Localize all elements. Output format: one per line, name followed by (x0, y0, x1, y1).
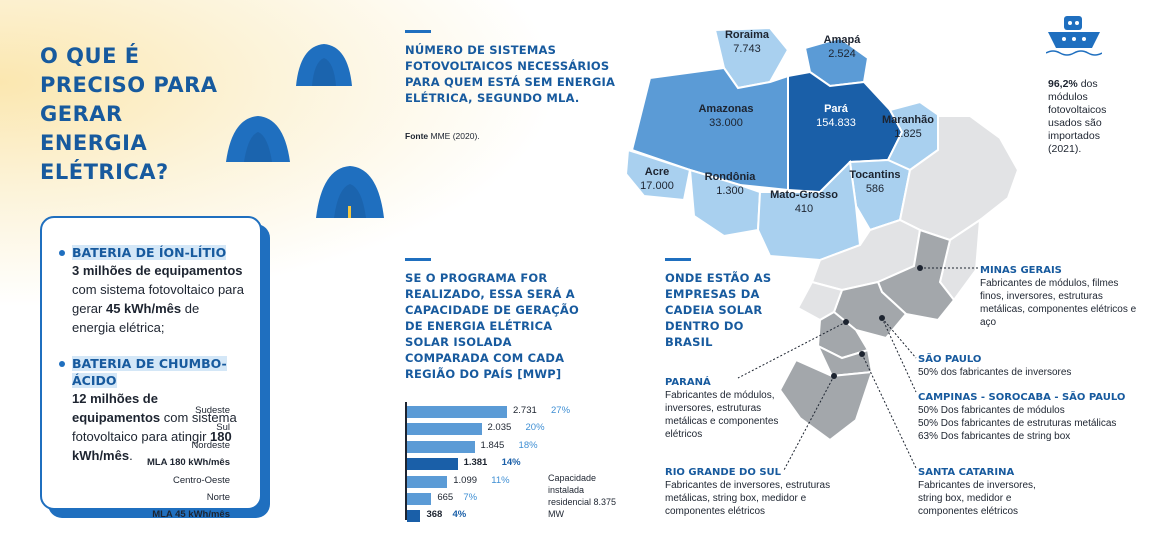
state-label-acre: Acre 17.000 (640, 166, 674, 192)
state-label-mato-grosso: Mato-Grosso 410 (770, 189, 838, 215)
callout-parana: PARANÁ Fabricantes de módulos, inversore… (665, 377, 779, 440)
dome-icon (296, 44, 352, 86)
bar-percent-label: 14% (501, 457, 521, 469)
callout-campinas: CAMPINAS - SOROCABA - SÃO PAULO 50% Dos … (918, 392, 1126, 442)
import-note: 96,2% dos módulos fotovoltaicos usados s… (1048, 78, 1107, 155)
state-label-maranhao: Maranhão 1.825 (882, 114, 934, 140)
callout-santa-catarina: SANTA CATARINA Fabricantes de inversores… (918, 467, 1036, 517)
page-title: O QUE É PRECISO PARA GERAR ENERGIA ELÉTR… (40, 44, 218, 184)
bar (407, 475, 448, 488)
bar-value-label: 368 (426, 509, 443, 521)
bar (407, 493, 432, 505)
lithium-battery-text: 3 milhões de equipamentos com sistema fo… (72, 263, 244, 335)
bar-percent-label: 18% (518, 439, 538, 451)
bar-percent-label: 4% (452, 509, 467, 521)
battery-card: BATERIA DE ÍON-LÍTIO 3 milhões de equipa… (40, 216, 262, 510)
companies-heading: ONDE ESTÃO AS EMPRESAS DA CADEIA SOLAR D… (665, 271, 772, 349)
callout-sao-paulo: SÃO PAULO 50% dos fabricantes de inverso… (918, 354, 1072, 378)
bar-value-label: 1.845 (480, 439, 505, 451)
section-dash (665, 258, 691, 261)
lithium-battery-title: BATERIA DE ÍON-LÍTIO (59, 244, 244, 261)
bar-value-label: 1.099 (453, 474, 478, 486)
dome-icon (226, 116, 290, 162)
brazil-map (624, 26, 1020, 471)
bar-percent-label: 27% (551, 405, 571, 416)
state-label-tocantins: Tocantins 586 (849, 169, 901, 195)
state-label-amazonas: Amazonas 33.000 (698, 103, 754, 129)
state-label-para: Pará 154.833 (816, 103, 856, 129)
callout-rio-grande-do-sul: RIO GRANDE DO SUL Fabricantes de inverso… (665, 467, 831, 517)
bar (407, 423, 482, 436)
chart-heading: SE O PROGRAMA FOR REALIZADO, ESSA SERÁ A… (405, 271, 579, 381)
bar (407, 406, 507, 418)
capacity-note: Capacidade instalada residencial 8.375 M… (548, 473, 617, 519)
bar-value-label: 665 (437, 492, 454, 503)
ship-icon (1046, 16, 1102, 56)
bar-value-label: 2.035 (487, 422, 512, 434)
lead-acid-battery-text: 12 milhões de equipamentos com sistema f… (72, 391, 237, 463)
bar-value-label: 1.381 (463, 457, 488, 469)
map-source: Fonte MME (2020). (405, 131, 480, 141)
bar-percent-label: 7% (463, 492, 478, 503)
section-dash (405, 30, 431, 33)
callout-minas-gerais: MINAS GERAIS Fabricantes de módulos, fil… (980, 265, 1137, 328)
map-state-santa-catarina (815, 343, 874, 378)
bar-value-label: 2.731 (513, 405, 537, 416)
bar (407, 458, 458, 471)
map-state-acre (624, 148, 692, 202)
map-heading: NÚMERO DE SISTEMAS FOTOVOLTAICOS NECESSÁ… (405, 43, 616, 105)
section-dash (405, 258, 431, 261)
bar (407, 510, 421, 523)
state-label-amapa: Amapá 2.524 (823, 34, 861, 60)
lead-acid-battery-title: BATERIA DE CHUMBO-ÁCIDO (59, 355, 244, 389)
bar-percent-label: 11% (491, 474, 510, 486)
state-label-roraima: Roraima 7.743 (724, 29, 770, 55)
bar-percent-label: 20% (525, 422, 545, 434)
dome-icon (316, 166, 384, 218)
map-state-rio-grande-do-sul (778, 358, 874, 442)
bar (407, 440, 475, 453)
chart-axis (405, 402, 407, 520)
state-label-rondonia: Rondônia 1.300 (704, 171, 756, 197)
